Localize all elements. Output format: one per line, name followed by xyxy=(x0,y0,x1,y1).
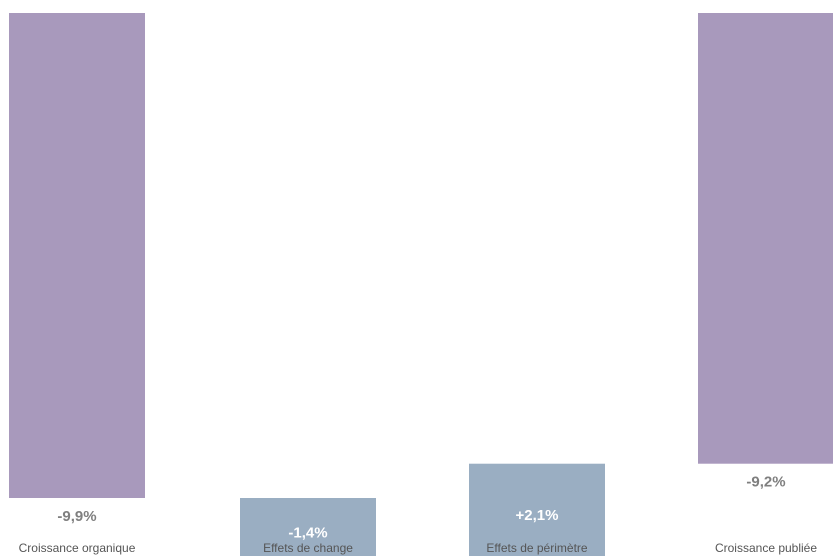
category-labels-group: Croissance organique Effets de change Effe… xyxy=(19,541,818,555)
bar-4 xyxy=(698,13,833,464)
data-label-2: -1,4% xyxy=(288,524,327,541)
bar-1 xyxy=(9,13,145,498)
bar-labels-group: -9,9% -1,4% +2,1% -9,2% xyxy=(57,474,785,542)
data-label-3: +2,1% xyxy=(516,507,559,524)
category-label-4: Croissance publiée xyxy=(715,541,817,555)
bars-group xyxy=(9,13,833,556)
bar-3 xyxy=(469,463,605,556)
data-label-1: -9,9% xyxy=(57,508,96,525)
data-label-4: -9,2% xyxy=(746,474,785,491)
category-label-3: Effets de périmètre xyxy=(486,541,587,555)
bar-2 xyxy=(240,498,376,556)
category-label-1: Croissance organique xyxy=(19,541,136,555)
category-label-2: Effets de change xyxy=(263,541,353,555)
